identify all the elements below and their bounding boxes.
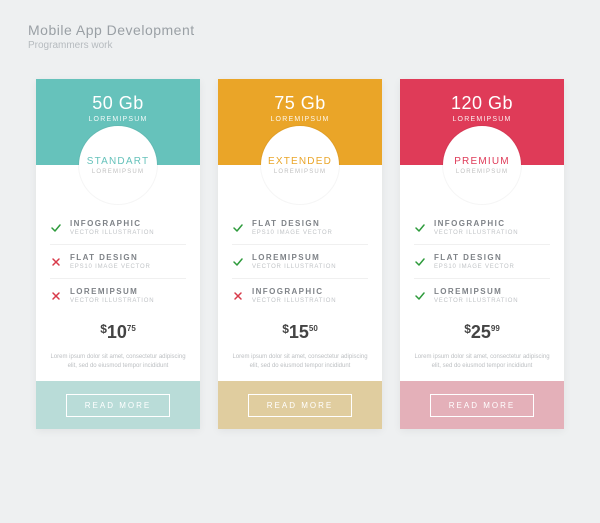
feature-text: FLAT DESIGN EPS10 IMAGE VECTOR: [70, 253, 151, 270]
plan-name: EXTENDED: [268, 156, 332, 167]
page-title: Mobile App Development: [28, 22, 572, 38]
feature-text: FLAT DESIGN EPS10 IMAGE VECTOR: [252, 219, 333, 236]
check-icon: [414, 256, 426, 268]
pricing-card: 75 Gb LOREMIPSUM EXTENDED LOREMIPSUM FLA…: [218, 79, 382, 429]
feature-sub: VECTOR ILLUSTRATION: [434, 298, 518, 304]
feature-row: FLAT DESIGN EPS10 IMAGE VECTOR: [232, 215, 368, 244]
feature-row: INFOGRAPHIC VECTOR ILLUSTRATION: [414, 215, 550, 244]
feature-title: INFOGRAPHIC: [70, 219, 154, 228]
plan-blurb: Lorem ipsum dolor sit amet, consectetur …: [400, 351, 564, 381]
price-cents: 99: [491, 324, 500, 333]
quota-value: 75 Gb: [218, 93, 382, 114]
price-whole: 15: [289, 322, 309, 342]
plan-name-sub: LOREMIPSUM: [92, 169, 144, 175]
plan-badge: STANDART LOREMIPSUM: [79, 126, 157, 204]
feature-sub: VECTOR ILLUSTRATION: [252, 298, 336, 304]
price: $2599: [400, 318, 564, 351]
quota-sub: LOREMIPSUM: [36, 116, 200, 123]
feature-row: LOREMIPSUM VECTOR ILLUSTRATION: [232, 244, 368, 278]
currency-symbol: $: [464, 322, 471, 336]
quota-sub: LOREMIPSUM: [218, 116, 382, 123]
check-icon: [414, 290, 426, 302]
feature-sub: VECTOR ILLUSTRATION: [70, 230, 154, 236]
plan-badge: PREMIUM LOREMIPSUM: [443, 126, 521, 204]
pricing-cards: 50 Gb LOREMIPSUM STANDART LOREMIPSUM INF…: [28, 79, 572, 429]
feature-title: INFOGRAPHIC: [434, 219, 518, 228]
pricing-card: 120 Gb LOREMIPSUM PREMIUM LOREMIPSUM INF…: [400, 79, 564, 429]
feature-title: LOREMIPSUM: [252, 253, 336, 262]
feature-title: LOREMIPSUM: [70, 287, 154, 296]
price-cents: 50: [309, 324, 318, 333]
plan-name-sub: LOREMIPSUM: [456, 169, 508, 175]
pricing-card: 50 Gb LOREMIPSUM STANDART LOREMIPSUM INF…: [36, 79, 200, 429]
plan-blurb: Lorem ipsum dolor sit amet, consectetur …: [218, 351, 382, 381]
cross-icon: [50, 256, 62, 268]
card-top: 75 Gb LOREMIPSUM EXTENDED LOREMIPSUM: [218, 79, 382, 165]
plan-name-sub: LOREMIPSUM: [274, 169, 326, 175]
feature-text: LOREMIPSUM VECTOR ILLUSTRATION: [252, 253, 336, 270]
feature-row: LOREMIPSUM VECTOR ILLUSTRATION: [50, 278, 186, 312]
feature-title: INFOGRAPHIC: [252, 287, 336, 296]
feature-row: FLAT DESIGN EPS10 IMAGE VECTOR: [50, 244, 186, 278]
currency-symbol: $: [282, 322, 289, 336]
feature-text: LOREMIPSUM VECTOR ILLUSTRATION: [70, 287, 154, 304]
price: $1550: [218, 318, 382, 351]
card-footer: READ MORE: [400, 381, 564, 429]
page-subtitle: Programmers work: [28, 40, 572, 51]
cross-icon: [50, 290, 62, 302]
feature-row: INFOGRAPHIC VECTOR ILLUSTRATION: [50, 215, 186, 244]
feature-row: FLAT DESIGN EPS10 IMAGE VECTOR: [414, 244, 550, 278]
quota-sub: LOREMIPSUM: [400, 116, 564, 123]
feature-title: FLAT DESIGN: [70, 253, 151, 262]
feature-row: LOREMIPSUM VECTOR ILLUSTRATION: [414, 278, 550, 312]
feature-text: INFOGRAPHIC VECTOR ILLUSTRATION: [70, 219, 154, 236]
card-top: 50 Gb LOREMIPSUM STANDART LOREMIPSUM: [36, 79, 200, 165]
check-icon: [50, 222, 62, 234]
feature-title: FLAT DESIGN: [434, 253, 515, 262]
price: $1075: [36, 318, 200, 351]
feature-title: LOREMIPSUM: [434, 287, 518, 296]
feature-row: INFOGRAPHIC VECTOR ILLUSTRATION: [232, 278, 368, 312]
quota-value: 120 Gb: [400, 93, 564, 114]
feature-text: INFOGRAPHIC VECTOR ILLUSTRATION: [434, 219, 518, 236]
currency-symbol: $: [100, 322, 107, 336]
price-cents: 75: [127, 324, 136, 333]
card-footer: READ MORE: [218, 381, 382, 429]
feature-sub: EPS10 IMAGE VECTOR: [70, 264, 151, 270]
feature-sub: EPS10 IMAGE VECTOR: [434, 264, 515, 270]
price-whole: 10: [107, 322, 127, 342]
card-footer: READ MORE: [36, 381, 200, 429]
cross-icon: [232, 290, 244, 302]
feature-sub: VECTOR ILLUSTRATION: [252, 264, 336, 270]
feature-text: LOREMIPSUM VECTOR ILLUSTRATION: [434, 287, 518, 304]
feature-sub: VECTOR ILLUSTRATION: [70, 298, 154, 304]
check-icon: [232, 222, 244, 234]
read-more-button[interactable]: READ MORE: [66, 394, 170, 417]
price-whole: 25: [471, 322, 491, 342]
read-more-button[interactable]: READ MORE: [248, 394, 352, 417]
feature-sub: VECTOR ILLUSTRATION: [434, 230, 518, 236]
check-icon: [414, 222, 426, 234]
feature-text: FLAT DESIGN EPS10 IMAGE VECTOR: [434, 253, 515, 270]
feature-title: FLAT DESIGN: [252, 219, 333, 228]
plan-blurb: Lorem ipsum dolor sit amet, consectetur …: [36, 351, 200, 381]
feature-text: INFOGRAPHIC VECTOR ILLUSTRATION: [252, 287, 336, 304]
page-header: Mobile App Development Programmers work: [28, 22, 572, 51]
plan-badge: EXTENDED LOREMIPSUM: [261, 126, 339, 204]
read-more-button[interactable]: READ MORE: [430, 394, 534, 417]
check-icon: [232, 256, 244, 268]
card-top: 120 Gb LOREMIPSUM PREMIUM LOREMIPSUM: [400, 79, 564, 165]
feature-sub: EPS10 IMAGE VECTOR: [252, 230, 333, 236]
plan-name: STANDART: [87, 156, 150, 167]
plan-name: PREMIUM: [454, 156, 510, 167]
quota-value: 50 Gb: [36, 93, 200, 114]
